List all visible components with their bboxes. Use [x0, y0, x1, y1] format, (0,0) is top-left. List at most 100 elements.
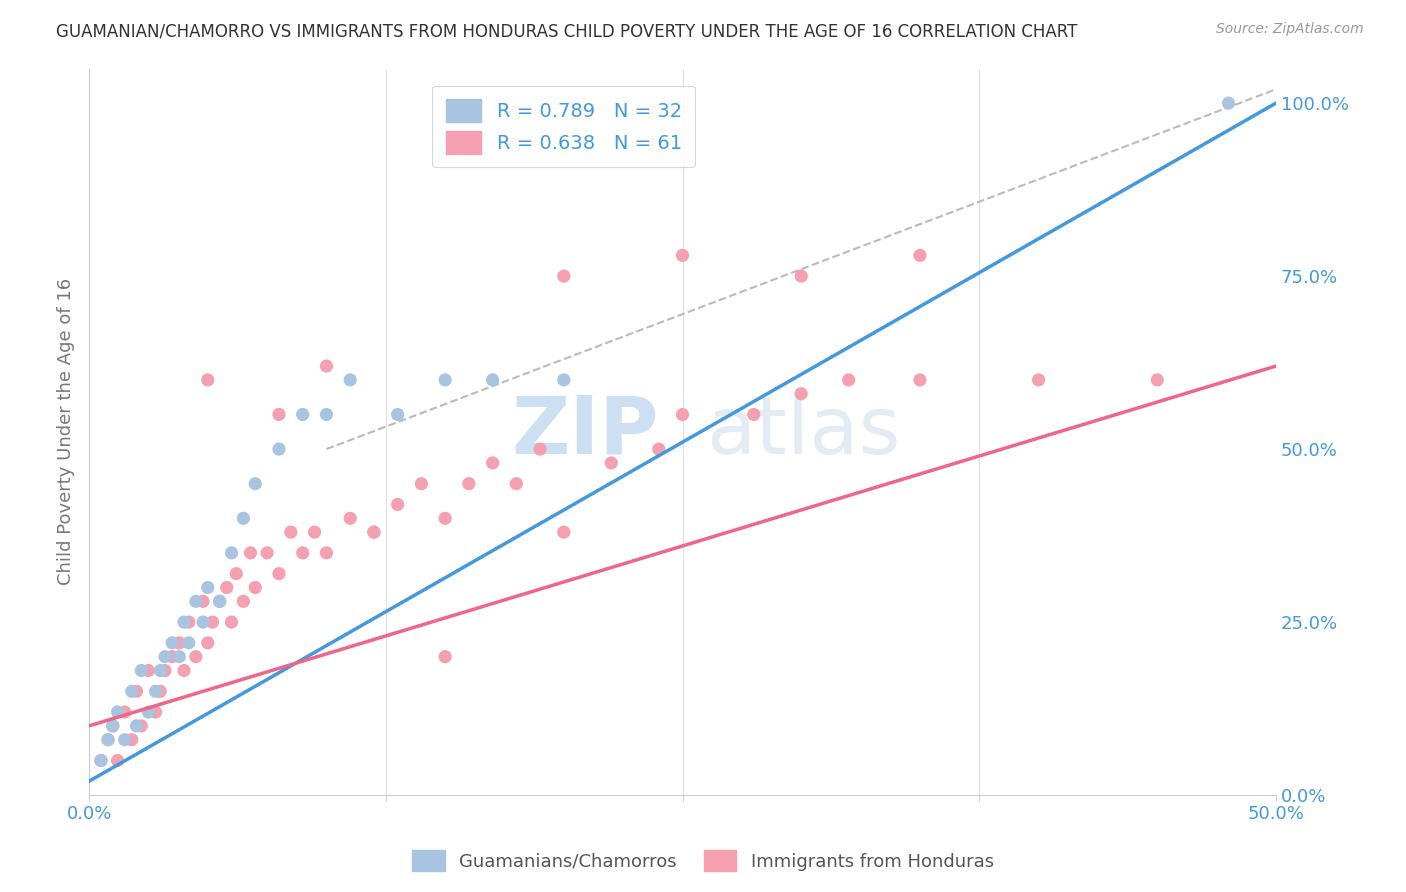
Point [225, 566, 247, 581]
Point [481, 373, 503, 387]
Point [114, 732, 136, 747]
Point [173, 615, 195, 629]
Point [671, 408, 693, 422]
Point [149, 664, 172, 678]
Point [553, 269, 575, 284]
Point [363, 525, 385, 540]
Point [221, 546, 243, 560]
Y-axis label: Child Poverty Under the Age of 16: Child Poverty Under the Age of 16 [58, 278, 75, 585]
Point [145, 705, 167, 719]
Point [177, 615, 200, 629]
Point [387, 408, 409, 422]
Point [245, 476, 267, 491]
Point [239, 546, 262, 560]
Point [125, 684, 148, 698]
Point [197, 373, 219, 387]
Point [671, 248, 693, 262]
Point [232, 594, 254, 608]
Point [101, 719, 124, 733]
Point [125, 719, 148, 733]
Point [790, 386, 813, 401]
Point [387, 498, 409, 512]
Point [197, 636, 219, 650]
Point [169, 636, 191, 650]
Point [149, 684, 172, 698]
Point [173, 664, 195, 678]
Point [197, 581, 219, 595]
Point [790, 269, 813, 284]
Point [191, 594, 214, 608]
Point [1218, 96, 1240, 111]
Point [267, 408, 290, 422]
Point [267, 442, 290, 456]
Point [1028, 373, 1050, 387]
Point [208, 594, 231, 608]
Point [97, 732, 120, 747]
Point [145, 684, 167, 698]
Point [208, 594, 231, 608]
Point [304, 525, 326, 540]
Point [121, 732, 143, 747]
Point [267, 566, 290, 581]
Point [177, 636, 200, 650]
Point [90, 754, 112, 768]
Point [121, 684, 143, 698]
Point [184, 649, 207, 664]
Point [838, 373, 860, 387]
Point [291, 408, 314, 422]
Point [97, 732, 120, 747]
Point [256, 546, 278, 560]
Point [315, 359, 337, 373]
Point [245, 581, 267, 595]
Point [505, 476, 527, 491]
Text: Source: ZipAtlas.com: Source: ZipAtlas.com [1216, 22, 1364, 37]
Point [101, 719, 124, 733]
Point [742, 408, 765, 422]
Point [434, 511, 457, 525]
Point [481, 456, 503, 470]
Point [169, 649, 191, 664]
Point [315, 408, 337, 422]
Point [315, 546, 337, 560]
Point [600, 456, 623, 470]
Point [908, 373, 931, 387]
Point [138, 664, 160, 678]
Point [232, 511, 254, 525]
Point [434, 373, 457, 387]
Point [107, 705, 129, 719]
Point [138, 705, 160, 719]
Point [160, 636, 183, 650]
Point [90, 754, 112, 768]
Point [411, 476, 433, 491]
Point [553, 373, 575, 387]
Point [291, 546, 314, 560]
Point [648, 442, 671, 456]
Point [221, 615, 243, 629]
Point [339, 373, 361, 387]
Point [457, 476, 479, 491]
Text: GUAMANIAN/CHAMORRO VS IMMIGRANTS FROM HONDURAS CHILD POVERTY UNDER THE AGE OF 16: GUAMANIAN/CHAMORRO VS IMMIGRANTS FROM HO… [56, 22, 1077, 40]
Text: ZIP: ZIP [512, 392, 659, 471]
Text: atlas: atlas [706, 392, 901, 471]
Point [153, 664, 176, 678]
Point [201, 615, 224, 629]
Point [363, 525, 385, 540]
Point [553, 525, 575, 540]
Point [1146, 373, 1168, 387]
Point [529, 442, 551, 456]
Point [908, 248, 931, 262]
Point [129, 719, 152, 733]
Point [114, 705, 136, 719]
Point [280, 525, 302, 540]
Point [434, 649, 457, 664]
Point [160, 649, 183, 664]
Point [153, 649, 176, 664]
Point [107, 754, 129, 768]
Legend: Guamanians/Chamorros, Immigrants from Honduras: Guamanians/Chamorros, Immigrants from Ho… [405, 843, 1001, 879]
Legend: R = 0.789   N = 32, R = 0.638   N = 61: R = 0.789 N = 32, R = 0.638 N = 61 [433, 86, 696, 168]
Point [184, 594, 207, 608]
Point [129, 664, 152, 678]
Point [215, 581, 238, 595]
Point [339, 511, 361, 525]
Point [191, 615, 214, 629]
